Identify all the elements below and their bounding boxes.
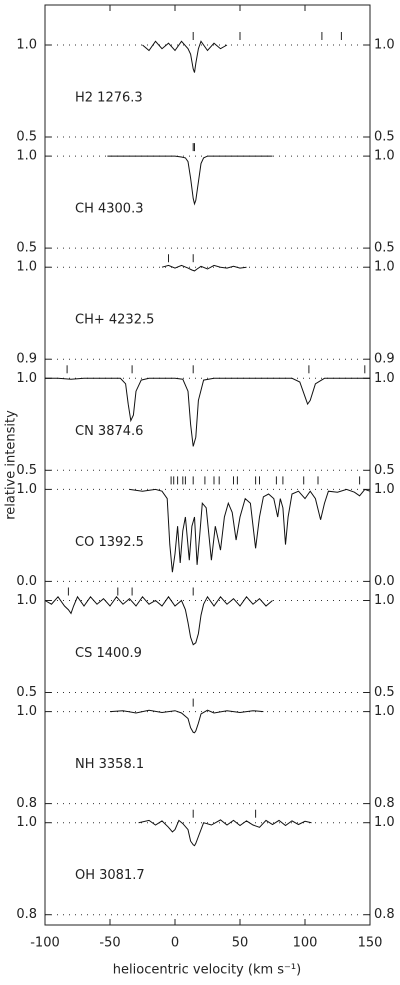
panel-label: H2 1276.3	[75, 91, 143, 106]
y-tick-label: 0.5	[16, 241, 37, 256]
y-tick-label: 0.8	[374, 796, 395, 811]
y-tick-label: 0.5	[374, 130, 395, 145]
y-tick-label: 1.0	[374, 149, 395, 164]
panel-label: CS 1400.9	[75, 646, 142, 661]
x-tick-label: 150	[358, 936, 383, 951]
y-tick-label: 0.0	[374, 574, 395, 589]
y-tick-label: 0.8	[374, 907, 395, 922]
x-tick-label: 100	[293, 936, 318, 951]
x-tick-label: 0	[171, 936, 179, 951]
spectrum	[161, 264, 247, 272]
x-tick-label: -100	[30, 936, 60, 951]
y-axis-label: relative intensity	[4, 410, 19, 520]
panel-label: CN 3874.6	[75, 424, 143, 439]
panel-label: NH 3358.1	[75, 757, 144, 772]
y-tick-label: 0.5	[16, 130, 37, 145]
y-tick-label: 1.0	[16, 593, 37, 608]
y-tick-label: 1.0	[16, 371, 37, 386]
y-tick-label: 0.5	[374, 685, 395, 700]
y-tick-label: 1.0	[374, 371, 395, 386]
spectrum	[107, 155, 273, 206]
y-tick-label: 0.5	[374, 463, 395, 478]
spectrum	[44, 595, 273, 646]
panel-label: CH 4300.3	[75, 202, 143, 217]
y-tick-label: 1.0	[16, 38, 37, 53]
y-tick-label: 1.0	[16, 149, 37, 164]
spectrum	[129, 488, 371, 573]
y-tick-label: 0.8	[16, 796, 37, 811]
y-tick-label: 1.0	[16, 482, 37, 497]
y-tick-label: 1.0	[374, 482, 395, 497]
panel-label: OH 3081.7	[75, 868, 145, 883]
y-tick-label: 1.0	[374, 815, 395, 830]
y-tick-label: 1.0	[374, 704, 395, 719]
y-tick-label: 1.0	[374, 260, 395, 275]
spectrum	[45, 377, 370, 447]
y-tick-label: 1.0	[16, 704, 37, 719]
y-tick-label: 0.5	[16, 463, 37, 478]
y-tick-label: 0.8	[16, 907, 37, 922]
spectrum	[109, 709, 264, 734]
y-tick-label: 0.5	[16, 685, 37, 700]
y-tick-label: 0.0	[16, 574, 37, 589]
y-tick-label: 1.0	[374, 593, 395, 608]
y-tick-label: 1.0	[16, 260, 37, 275]
panel-label: CO 1392.5	[75, 535, 144, 550]
x-axis-label: heliocentric velocity (km s⁻¹)	[113, 963, 301, 978]
y-tick-label: 0.9	[374, 352, 395, 367]
y-tick-label: 0.9	[16, 352, 37, 367]
y-tick-label: 1.0	[16, 815, 37, 830]
spectrum	[142, 40, 228, 73]
y-tick-label: 0.5	[374, 241, 395, 256]
y-tick-label: 1.0	[374, 38, 395, 53]
x-tick-label: 50	[232, 936, 249, 951]
spectrum	[138, 819, 312, 847]
x-tick-label: -50	[99, 936, 120, 951]
panel-label: CH+ 4232.5	[75, 313, 154, 328]
frame	[44, 4, 371, 926]
